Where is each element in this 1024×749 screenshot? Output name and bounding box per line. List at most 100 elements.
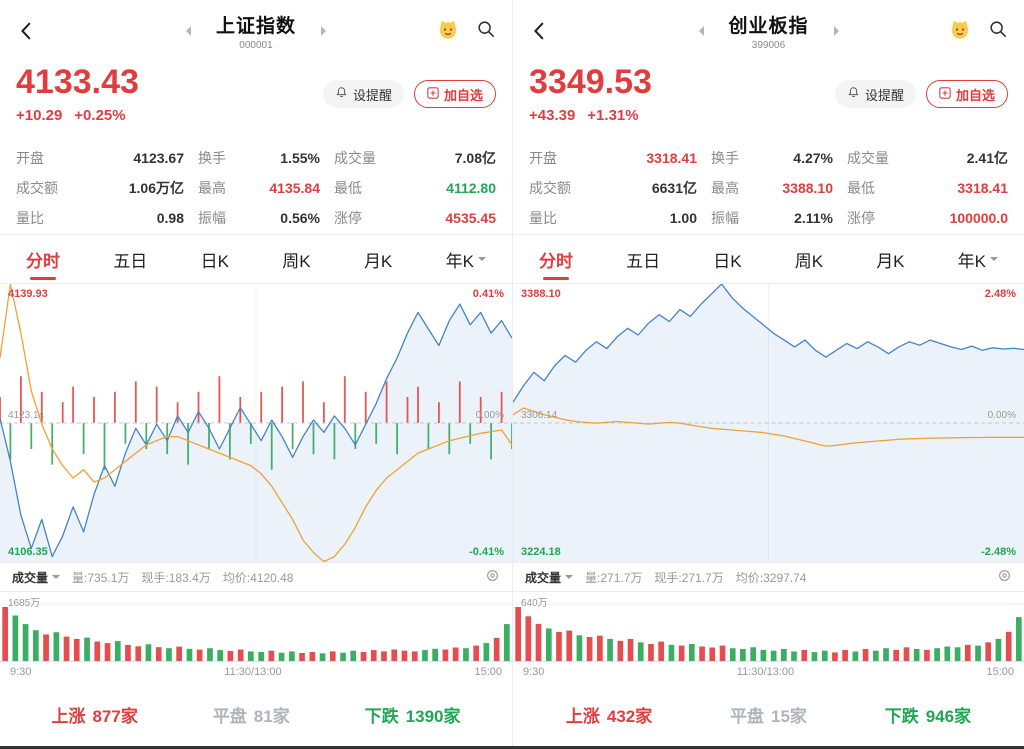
unchanged: 平盘 15家: [730, 706, 807, 726]
stat-high: 最高 3388.10: [711, 180, 833, 196]
intraday-chart-svg: [513, 284, 1024, 562]
chevron-down-icon: [477, 257, 486, 265]
panel-header: 上证指数 000001: [0, 0, 512, 62]
tab-weekly-k[interactable]: 周K: [282, 251, 311, 271]
chart-low-label: 4106.35: [8, 546, 48, 558]
advancers: 上涨 877家: [51, 706, 138, 726]
stats-grid: 开盘 4123.67 换手 1.55% 成交量 7.08亿 成交额 1.06万亿 最高 4…: [0, 146, 512, 234]
tab-5day[interactable]: 五日: [626, 251, 661, 271]
page-title: 创业板指: [728, 16, 809, 37]
chart-mid-pct-label: 0.00%: [475, 409, 504, 421]
next-index-arrow[interactable]: [321, 26, 331, 36]
intraday-chart[interactable]: 4139.93 0.41% 4123.14 0.00% 4106.35 -0.4…: [0, 284, 512, 562]
chart-high-pct-label: 2.48%: [984, 288, 1016, 300]
intraday-chart-svg: [0, 284, 512, 562]
chart-high-label: 4139.93: [8, 288, 48, 300]
price-change: +10.29: [16, 107, 63, 125]
stat-turnover-rate: 换手 4.27%: [711, 150, 833, 166]
index-code: 399006: [751, 40, 786, 51]
tab-5day[interactable]: 五日: [113, 251, 148, 271]
chevron-down-icon: [990, 257, 998, 265]
stat-volume: 成交量 2.41亿: [847, 150, 1008, 166]
price-change: +43.39: [529, 107, 576, 125]
chart-mid-pct-label: 0.00%: [987, 409, 1016, 421]
tab-intraday[interactable]: 分时: [24, 234, 62, 285]
chart-mid-label: 4123.14: [8, 409, 45, 421]
panel-header: 创业板指 399006: [513, 0, 1024, 62]
volume-info-bar: 成交量 量:271.7万 现手:271.7万 均价:3297.74: [513, 562, 1024, 592]
price-change-pct: +1.31%: [587, 107, 639, 125]
prev-index-arrow[interactable]: [181, 26, 191, 36]
search-icon[interactable]: [476, 19, 496, 44]
chart-settings-icon[interactable]: [485, 568, 500, 586]
stat-open: 开盘 4123.67: [16, 150, 184, 166]
tab-monthly-k[interactable]: 月K: [363, 251, 393, 271]
next-index-arrow[interactable]: [833, 26, 844, 36]
intraday-chart[interactable]: 3388.10 2.48% 3306.14 0.00% 3224.18 -2.4…: [513, 284, 1024, 562]
mascot-icon[interactable]: [948, 17, 972, 46]
stat-amount: 成交额 6631亿: [529, 180, 697, 196]
chart-low-label: 3224.18: [521, 546, 561, 558]
stat-amplitude: 振幅 2.11%: [711, 210, 833, 226]
period-tabs: 分时 五日 日K 周K 月K 年K: [0, 234, 512, 284]
tab-monthly-k[interactable]: 月K: [876, 251, 905, 271]
decliners: 下跌 1390家: [364, 706, 461, 726]
chart-high-pct-label: 0.41%: [472, 288, 504, 300]
mascot-icon[interactable]: [436, 17, 460, 46]
chevron-down-icon: [565, 575, 574, 583]
volume-info-bar: 成交量 量:735.1万 现手:183.4万 均价:4120.48: [0, 562, 512, 592]
tab-yearly-k[interactable]: 年K: [444, 234, 488, 285]
stat-low: 最低 3318.41: [847, 180, 1008, 196]
volume-chart-svg: [513, 603, 1024, 662]
chevron-down-icon: [52, 575, 61, 583]
stat-volume: 成交量 7.08亿: [334, 150, 496, 166]
unchanged: 平盘 81家: [212, 706, 290, 726]
index-price: 4133.43: [16, 63, 139, 101]
stat-amplitude: 振幅 0.56%: [198, 210, 320, 226]
stat-limit-up: 涨停 100000.0: [847, 210, 1008, 226]
chart-high-label: 3388.10: [521, 288, 561, 300]
market-breadth: 上涨 432家 平盘 15家 下跌 946家: [513, 682, 1024, 746]
back-button[interactable]: [529, 20, 551, 42]
add-watchlist-button[interactable]: 加自选: [925, 80, 1008, 108]
prev-index-arrow[interactable]: [693, 26, 704, 36]
set-alert-button[interactable]: 设提醒: [834, 80, 916, 108]
bell-icon: [335, 86, 348, 102]
add-watchlist-button[interactable]: 加自选: [413, 80, 496, 108]
chart-low-pct-label: -2.48%: [981, 546, 1016, 558]
tab-daily-k[interactable]: 日K: [713, 251, 742, 271]
bottom-edge: [0, 746, 1024, 749]
chart-mid-label: 3306.14: [521, 409, 558, 421]
chart-low-pct-label: -0.41%: [469, 546, 504, 558]
avg-price: 均价:3297.74: [735, 570, 807, 585]
current-hands: 现手:271.7万: [654, 570, 724, 585]
volume-chart[interactable]: 1685万: [0, 592, 512, 662]
back-button[interactable]: [16, 20, 38, 42]
stat-turnover-rate: 换手 1.55%: [198, 150, 320, 166]
volume-max-label: 1685万: [8, 598, 41, 609]
bell-icon: [847, 86, 860, 102]
chart-settings-icon[interactable]: [997, 568, 1012, 586]
volume-chart[interactable]: 640万: [513, 592, 1024, 662]
volume-dropdown[interactable]: 成交量: [12, 569, 61, 586]
set-alert-button[interactable]: 设提醒: [322, 80, 404, 108]
stat-volume-ratio: 量比 0.98: [16, 210, 184, 226]
tab-intraday[interactable]: 分时: [537, 234, 575, 285]
tab-daily-k[interactable]: 日K: [200, 251, 229, 271]
search-icon[interactable]: [988, 19, 1008, 44]
stats-grid: 开盘 3318.41 换手 4.27% 成交量 2.41亿 成交额 6631亿 最高 33…: [513, 146, 1024, 234]
current-hands: 现手:183.4万: [141, 570, 211, 585]
tab-weekly-k[interactable]: 周K: [794, 251, 824, 271]
panel-sh-index: 上证指数 000001 4133.43 +10.29 +0.25%: [0, 0, 512, 746]
stat-limit-up: 涨停 4535.45: [334, 210, 496, 226]
index-price: 3349.53: [529, 63, 652, 101]
tab-yearly-k[interactable]: 年K: [956, 234, 1000, 285]
price-change-pct: +0.25%: [74, 107, 126, 125]
market-breadth: 上涨 877家 平盘 81家 下跌 1390家: [0, 682, 512, 746]
time-axis: 9:30 11:30/13:00 15:00: [523, 666, 1014, 678]
time-axis: 9:30 11:30/13:00 15:00: [10, 666, 502, 678]
volume-value: 量:735.1万: [72, 570, 130, 585]
volume-dropdown[interactable]: 成交量: [525, 569, 574, 586]
page-title: 上证指数: [215, 16, 297, 37]
